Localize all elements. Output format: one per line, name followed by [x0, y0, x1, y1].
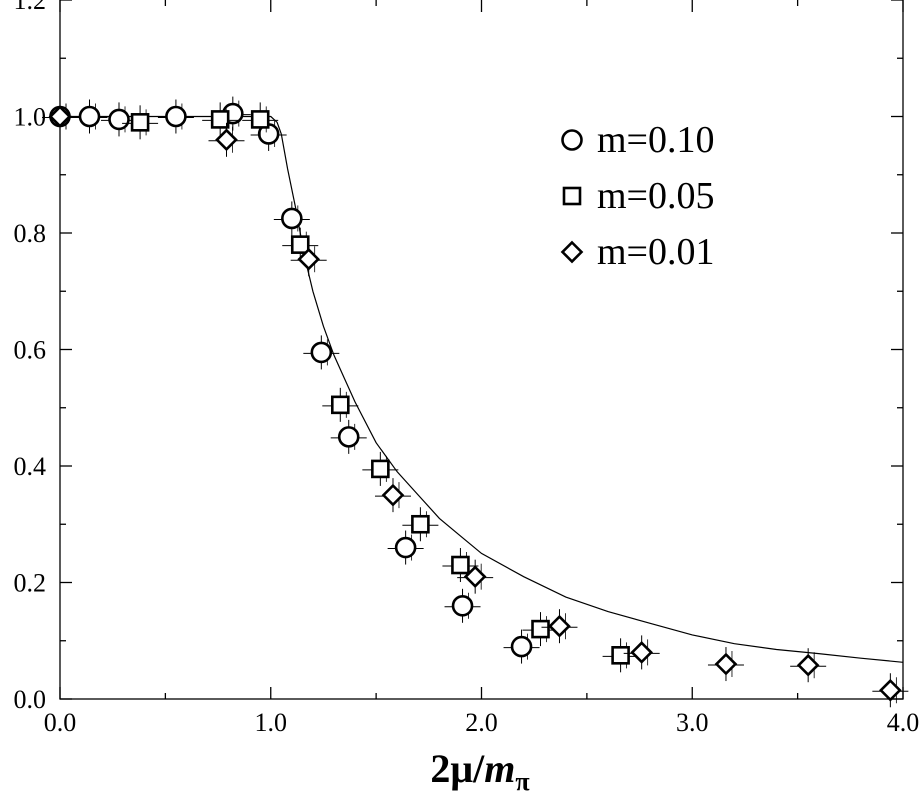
plot-frame — [59, 0, 904, 700]
data-point-square — [442, 548, 479, 583]
marker-square — [611, 646, 630, 665]
marker-square — [451, 555, 470, 575]
y-tick-label: 0.6 — [14, 336, 47, 365]
data-point-diamond — [290, 242, 327, 277]
data-point-square — [122, 105, 159, 140]
y-tick-label: 0.2 — [14, 569, 47, 598]
data-point-circle — [157, 99, 194, 134]
marker-circle — [108, 108, 130, 131]
data-point-square — [402, 507, 439, 542]
data-point-square — [522, 612, 559, 647]
marker-square — [371, 459, 390, 479]
x-axis-label-italic: m — [484, 746, 515, 791]
data-point-diamond — [872, 673, 909, 708]
marker-circle — [510, 635, 533, 658]
marker-diamond — [879, 678, 902, 702]
marker-square — [330, 395, 350, 415]
legend-label: m=0.05 — [597, 175, 715, 217]
data-point-circle — [330, 419, 367, 454]
x-axis-label-main: 2μ/ — [430, 746, 485, 791]
legend-item: m=0.01 — [560, 231, 715, 273]
legend-marker-square — [562, 186, 582, 206]
legend-label: m=0.10 — [597, 119, 715, 161]
x-tick-label: 2.0 — [465, 708, 498, 737]
marker-circle — [337, 426, 360, 448]
marker-circle — [310, 341, 333, 364]
data-point-square — [602, 638, 639, 673]
legend-marker-diamond — [560, 240, 584, 264]
marker-square — [210, 110, 230, 129]
marker-diamond — [714, 652, 738, 676]
legend-item: m=0.10 — [561, 119, 715, 161]
marker-diamond — [463, 565, 487, 589]
marker-diamond — [548, 614, 571, 638]
data-point-diamond — [790, 648, 827, 683]
marker-circle — [165, 105, 187, 128]
y-tick-label: 0.0 — [14, 685, 47, 714]
legend-item: m=0.05 — [562, 175, 715, 217]
data-point-square — [322, 387, 359, 422]
data-point-circle — [503, 629, 540, 664]
plot-border — [59, 0, 904, 700]
data-point-diamond — [457, 559, 494, 594]
data-point-circle — [71, 99, 108, 134]
marker-circle — [281, 207, 303, 230]
data-points-layer — [42, 96, 909, 708]
marker-square — [130, 113, 150, 132]
x-tick-label: 3.0 — [676, 708, 709, 737]
marker-diamond — [48, 105, 72, 128]
axis-ticks: 0.0 1.0 2.0 3.0 4.0 0.0 0.2 0.4 0.6 0.8 1.0 1.2 — [14, 0, 919, 737]
data-point-circle — [101, 102, 138, 137]
data-point-diamond — [374, 478, 411, 513]
legend-marker-circle — [561, 129, 583, 151]
marker-circle — [394, 536, 417, 559]
marker-square — [411, 514, 430, 534]
data-point-diamond — [208, 122, 245, 157]
legend: m=0.10 m=0.05 m=0.01 — [560, 119, 715, 273]
data-point-circle — [303, 335, 340, 370]
data-point-circle — [387, 530, 424, 565]
data-point-diamond — [42, 99, 78, 134]
marker-diamond — [796, 653, 820, 677]
data-point-circle — [273, 201, 310, 236]
y-tick-label: 1.0 — [14, 103, 47, 132]
data-point-diamond — [541, 609, 578, 644]
data-point-square — [242, 102, 279, 137]
marker-square — [250, 110, 270, 129]
y-tick-label: 0.4 — [14, 452, 47, 481]
marker-square — [290, 235, 310, 254]
x-axis-label: 2μ/mπ — [430, 746, 529, 796]
x-tick-label: 0.0 — [44, 708, 77, 737]
marker-circle — [451, 594, 474, 617]
marker-diamond — [381, 483, 405, 507]
data-point-diamond — [707, 647, 744, 682]
marker-diamond — [297, 247, 321, 271]
marker-diamond — [630, 641, 654, 664]
data-point-square — [362, 451, 399, 486]
data-point-diamond — [623, 635, 660, 670]
x-tick-label: 1.0 — [255, 708, 288, 737]
marker-circle — [78, 105, 101, 128]
marker-square — [531, 619, 550, 639]
marker-diamond — [215, 128, 238, 152]
y-tick-label: 0.8 — [14, 219, 47, 248]
y-tick-label: 1.2 — [14, 0, 47, 15]
x-axis-label-subscript: π — [515, 767, 529, 796]
legend-label: m=0.01 — [597, 231, 715, 273]
data-point-circle — [444, 588, 481, 623]
x-tick-label: 4.0 — [887, 708, 919, 737]
